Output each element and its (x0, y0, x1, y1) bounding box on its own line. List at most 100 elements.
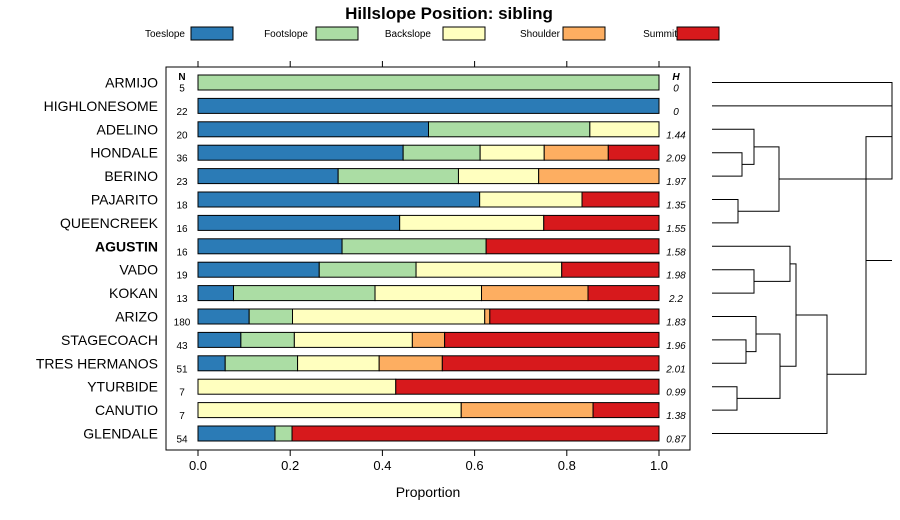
chart-rows: ARMIJO 5 0 HIGHLONESOME 22 0 ADELINO 20 1.44 HOND… (36, 74, 686, 446)
bar-segment-toeslope (197, 97, 660, 114)
dendrogram-link (738, 146, 780, 212)
x-tick-label: 0.4 (373, 458, 391, 473)
bar-segment-footslope (402, 144, 481, 161)
row-armijo: ARMIJO 5 0 (105, 74, 679, 95)
x-axis-label: Proportion (396, 484, 461, 500)
row-label: YTURBIDE (87, 379, 158, 395)
bar-segment-toeslope (197, 168, 339, 185)
row-vado: VADO 19 1.98 (119, 261, 686, 282)
bar-segment-summit (543, 214, 660, 231)
row-kokan: KOKAN 13 2.2 (109, 285, 683, 305)
dendrogram-link (712, 128, 755, 165)
bar-segment-shoulder (543, 144, 609, 161)
row-label: HIGHLONESOME (44, 98, 158, 114)
dendrogram-link (780, 263, 797, 367)
row-n-value: 16 (176, 224, 188, 235)
row-hondale: HONDALE 36 2.09 (90, 144, 686, 165)
row-label: TRES HERMANOS (36, 355, 158, 371)
bar-segment-toeslope (197, 425, 276, 442)
bar-segment-toeslope (197, 355, 226, 372)
bar-segment-toeslope (197, 191, 481, 208)
bar-segment-summit (291, 425, 660, 442)
row-label: BERINO (104, 168, 158, 184)
bar-segment-backslope (457, 168, 540, 185)
row-highlonesome: HIGHLONESOME 22 0 (44, 97, 679, 118)
bar-segment-backslope (292, 308, 486, 325)
bar-segment-shoulder (538, 168, 660, 185)
dendrogram-link (737, 333, 781, 399)
bar-segment-summit (592, 402, 660, 419)
row-h-value: 0 (673, 84, 679, 95)
row-label: ARMIJO (105, 75, 158, 91)
row-label: PAJARITO (91, 192, 158, 208)
row-label: CANUTIO (95, 402, 158, 418)
row-h-value: 0.87 (666, 435, 686, 446)
row-h-value: 1.83 (666, 318, 686, 329)
bar-segment-toeslope (197, 331, 242, 348)
row-h-value: 1.35 (666, 201, 686, 212)
row-berino: BERINO 23 1.97 (104, 168, 686, 188)
row-n-value: 5 (179, 84, 185, 95)
bar-segment-toeslope (197, 121, 429, 138)
h-column-header: H (672, 72, 680, 83)
row-glendale: GLENDALE 54 0.87 (83, 425, 686, 446)
row-h-value: 2.09 (665, 154, 686, 165)
bar-segment-summit (395, 378, 660, 395)
row-arizo: ARIZO 180 1.83 (115, 308, 686, 329)
bar-segment-toeslope (197, 308, 250, 325)
legend-label-summit: Summit (643, 29, 677, 40)
legend-swatch-summit (676, 26, 720, 41)
bar-segment-summit (561, 261, 660, 278)
bar-segment-footslope (240, 331, 295, 348)
row-h-value: 1.98 (666, 271, 686, 282)
x-tick-label: 0.2 (281, 458, 299, 473)
row-label: HONDALE (90, 145, 158, 161)
bar-segment-footslope (337, 168, 459, 185)
dendrogram-link (712, 314, 828, 434)
row-n-value: 16 (176, 247, 188, 258)
dendrogram-link (712, 152, 743, 177)
row-agustin: AGUSTIN 16 1.58 (95, 238, 686, 258)
legend-label-footslope: Footslope (264, 29, 308, 40)
row-tres-hermanos: TRES HERMANOS 51 2.01 (36, 355, 686, 375)
dendrogram-link (779, 94, 893, 180)
x-tick-label: 0.0 (189, 458, 207, 473)
bar-segment-backslope (293, 331, 413, 348)
row-adelino: ADELINO 20 1.44 (97, 121, 686, 141)
dendrogram-link (712, 269, 755, 294)
dendrogram-link (712, 316, 757, 353)
row-label: ADELINO (97, 121, 159, 137)
bar-segment-shoulder (460, 402, 594, 419)
dendrogram-root-link (827, 136, 892, 375)
row-n-value: 36 (176, 154, 188, 165)
row-pajarito: PAJARITO 18 1.35 (91, 191, 686, 212)
legend-swatch-shoulder (562, 26, 606, 41)
bar-segment-backslope (415, 261, 563, 278)
row-n-value: 180 (174, 318, 191, 329)
dendrogram-link (712, 339, 747, 364)
row-label: VADO (119, 262, 158, 278)
bar-segment-shoulder (481, 285, 589, 302)
bar-segment-summit (581, 191, 660, 208)
dendrogram (712, 82, 893, 434)
bar-segment-shoulder (378, 355, 443, 372)
row-h-value: 0.99 (666, 388, 686, 399)
row-yturbide: YTURBIDE 7 0.99 (87, 378, 686, 399)
legend-swatch-toeslope (190, 26, 234, 41)
row-canutio: CANUTIO 7 1.38 (95, 402, 686, 422)
row-h-value: 1.44 (666, 130, 686, 141)
row-label: KOKAN (109, 285, 158, 301)
row-label: QUEENCREEK (60, 215, 159, 231)
chart-title: Hillslope Position: sibling (345, 4, 553, 23)
x-tick-label: 0.8 (558, 458, 576, 473)
bar-segment-backslope (479, 191, 583, 208)
row-h-value: 1.55 (666, 224, 686, 235)
row-n-value: 13 (176, 294, 188, 305)
bar-segment-summit (489, 308, 660, 325)
row-label: ARIZO (115, 309, 158, 325)
row-n-value: 7 (179, 411, 185, 422)
bar-segment-shoulder (411, 331, 446, 348)
bar-segment-backslope (297, 355, 380, 372)
row-n-value: 18 (176, 201, 188, 212)
